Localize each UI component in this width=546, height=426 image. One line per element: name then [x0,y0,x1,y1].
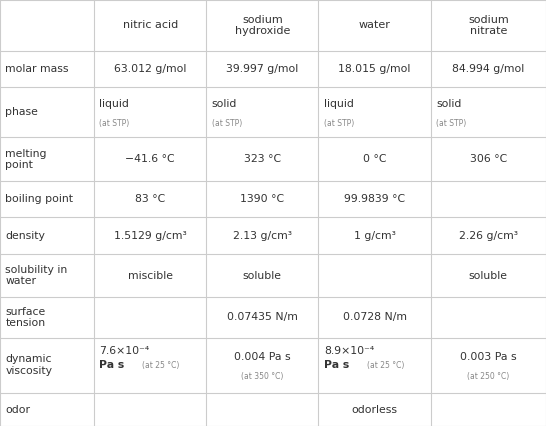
Text: 2.26 g/cm³: 2.26 g/cm³ [459,230,518,241]
Text: nitric acid: nitric acid [122,20,178,30]
Text: (at STP): (at STP) [99,119,130,128]
Text: 2.13 g/cm³: 2.13 g/cm³ [233,230,292,241]
Text: liquid: liquid [99,99,129,109]
Text: 0.07435 N/m: 0.07435 N/m [227,313,298,322]
Text: (at 25 °C): (at 25 °C) [142,361,180,370]
Text: 0.0728 N/m: 0.0728 N/m [343,313,407,322]
Text: 0.004 Pa s: 0.004 Pa s [234,352,290,362]
Text: dynamic
viscosity: dynamic viscosity [5,354,52,376]
Text: Pa s: Pa s [324,360,349,370]
Text: (at 350 °C): (at 350 °C) [241,372,283,381]
Text: odor: odor [5,405,31,414]
Text: molar mass: molar mass [5,64,69,74]
Text: 7.6×10⁻⁴: 7.6×10⁻⁴ [99,346,150,357]
Text: sodium
hydroxide: sodium hydroxide [235,14,290,36]
Text: (at 250 °C): (at 250 °C) [467,372,509,381]
Text: boiling point: boiling point [5,194,74,204]
Text: odorless: odorless [352,405,397,414]
Text: 0.003 Pa s: 0.003 Pa s [460,352,517,362]
Text: miscible: miscible [128,271,173,281]
Text: (at 25 °C): (at 25 °C) [366,361,404,370]
Text: soluble: soluble [469,271,508,281]
Text: 1390 °C: 1390 °C [240,194,284,204]
Text: (at STP): (at STP) [436,119,466,128]
Text: (at STP): (at STP) [212,119,242,128]
Text: 84.994 g/mol: 84.994 g/mol [452,64,525,74]
Text: 99.9839 °C: 99.9839 °C [344,194,405,204]
Text: melting
point: melting point [5,149,47,170]
Text: surface
tension: surface tension [5,307,46,328]
Text: water: water [359,20,390,30]
Text: 63.012 g/mol: 63.012 g/mol [114,64,186,74]
Text: 8.9×10⁻⁴: 8.9×10⁻⁴ [324,346,374,357]
Text: sodium
nitrate: sodium nitrate [468,14,509,36]
Text: soluble: soluble [243,271,282,281]
Text: 1.5129 g/cm³: 1.5129 g/cm³ [114,230,187,241]
Text: Pa s: Pa s [99,360,124,370]
Text: −41.6 °C: −41.6 °C [126,154,175,164]
Text: 83 °C: 83 °C [135,194,165,204]
Text: density: density [5,230,45,241]
Text: phase: phase [5,107,38,117]
Text: 306 °C: 306 °C [470,154,507,164]
Text: 18.015 g/mol: 18.015 g/mol [339,64,411,74]
Text: solubility in
water: solubility in water [5,265,68,286]
Text: (at STP): (at STP) [324,119,354,128]
Text: solid: solid [436,99,461,109]
Text: 39.997 g/mol: 39.997 g/mol [226,64,299,74]
Text: 0 °C: 0 °C [363,154,387,164]
Text: 323 °C: 323 °C [244,154,281,164]
Text: 1 g/cm³: 1 g/cm³ [354,230,395,241]
Text: liquid: liquid [324,99,354,109]
Text: solid: solid [212,99,237,109]
